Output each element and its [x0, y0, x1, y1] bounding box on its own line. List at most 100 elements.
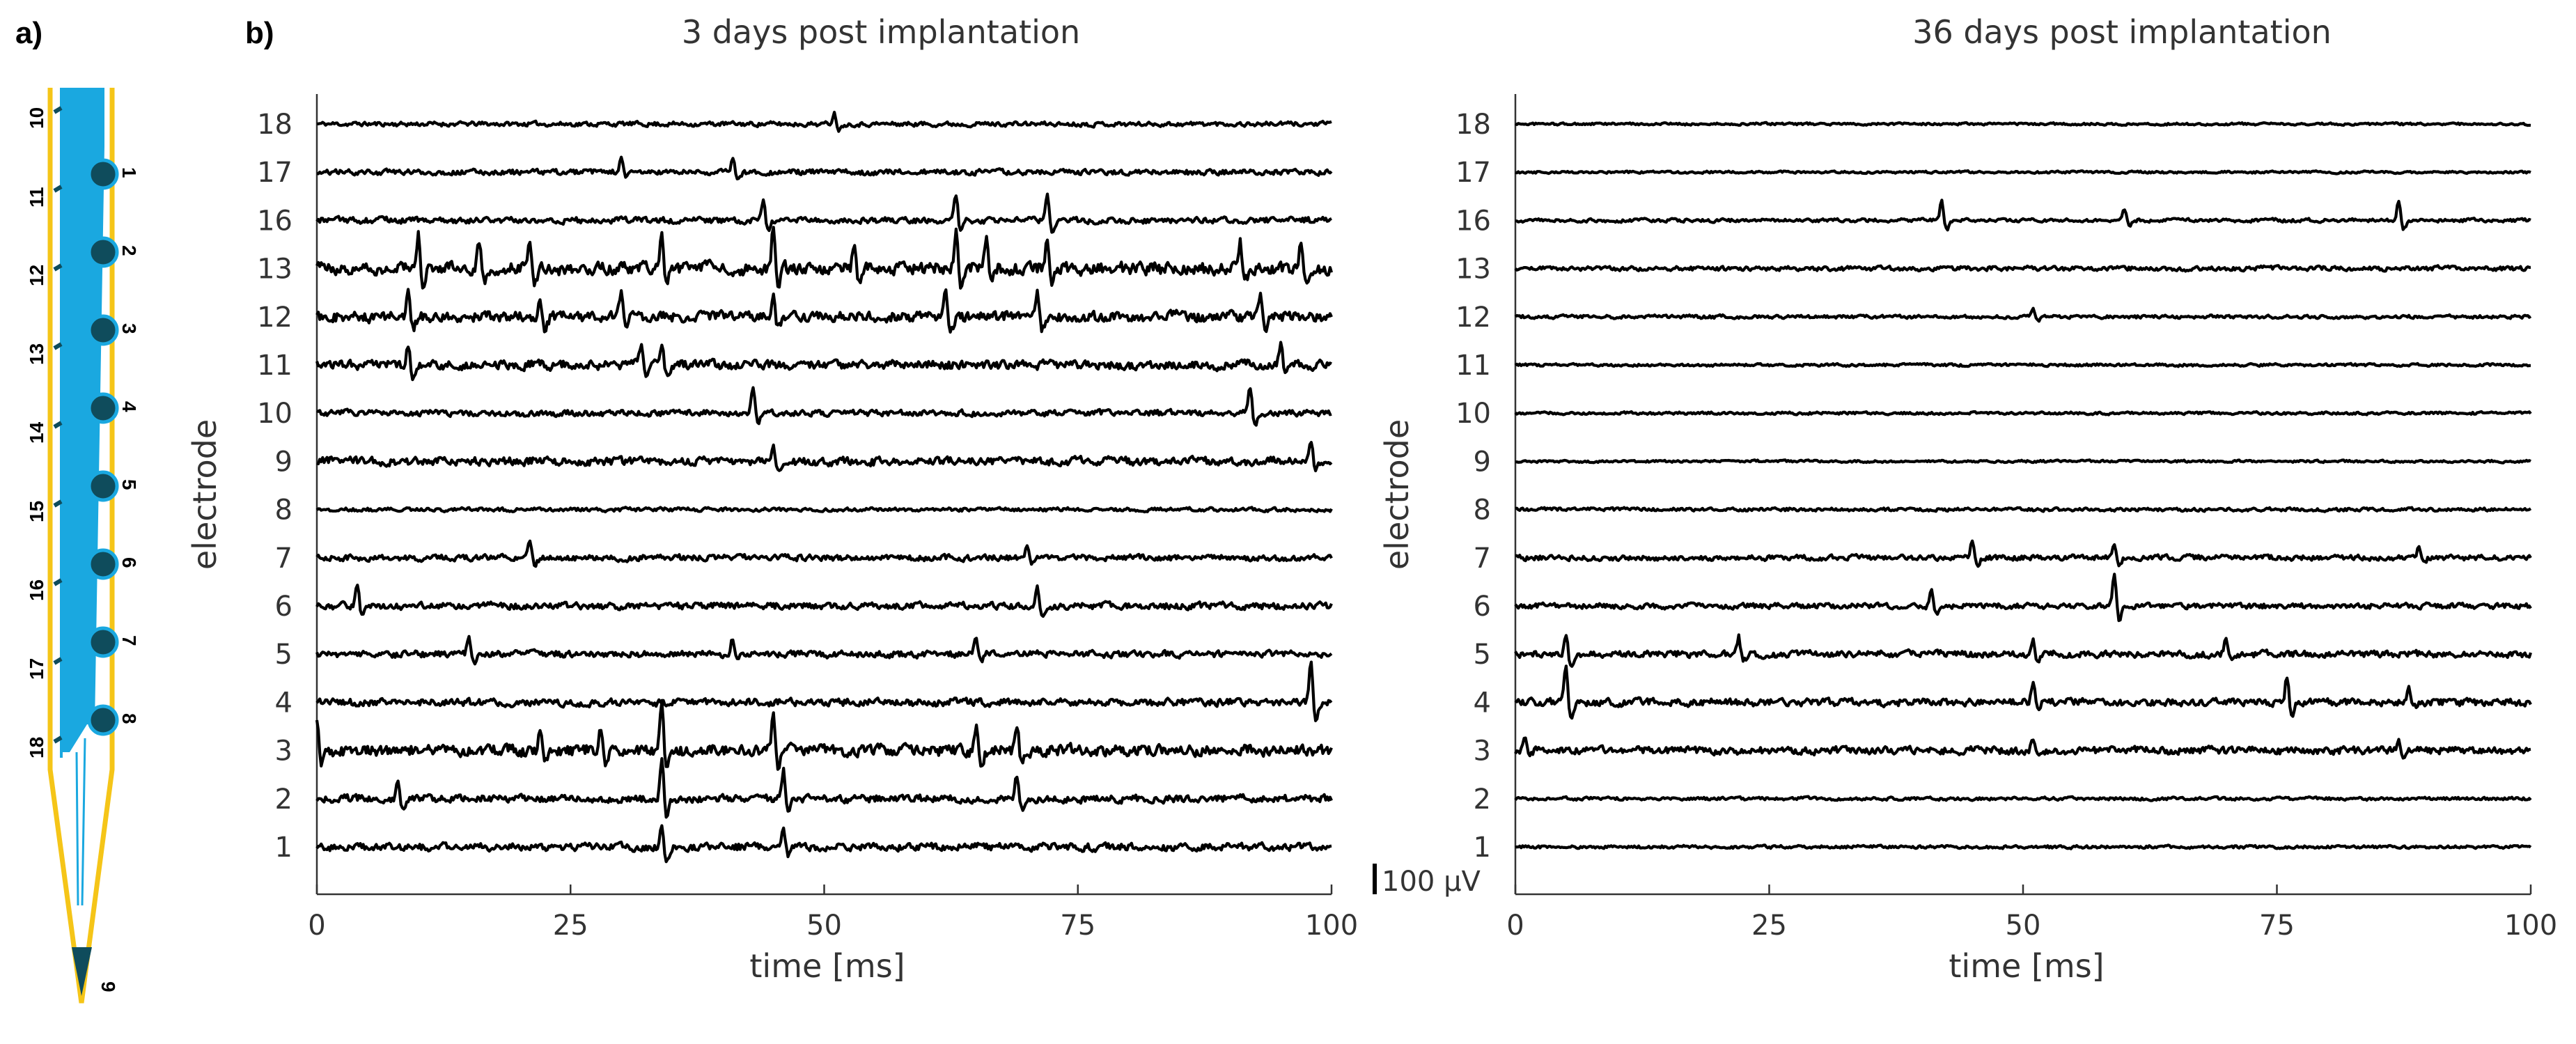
probe-label-5: 5 — [118, 479, 140, 490]
probe-electrode-7 — [87, 626, 119, 658]
probe-label-1: 1 — [118, 167, 140, 178]
electrode-label-13: 13 — [257, 254, 292, 286]
trace-electrode-11 — [315, 341, 1332, 382]
electrode-label-12: 12 — [1455, 302, 1491, 334]
y-axis-label-3-days: electrode — [186, 419, 224, 570]
x-tick-label-100: 100 — [2504, 910, 2557, 942]
electrode-label-11: 11 — [257, 350, 292, 382]
electrode-label-1: 1 — [275, 832, 292, 864]
probe-label-10: 10 — [26, 107, 47, 129]
probe-label-13: 13 — [26, 343, 47, 365]
trace-electrode-3 — [315, 700, 1333, 771]
trace-electrode-3 — [1514, 736, 2531, 760]
probe-label-8: 8 — [118, 713, 140, 724]
x-ticks-36-days: 0 25 50 75 100 — [1506, 885, 2557, 942]
probe-electrode-4 — [87, 392, 119, 424]
left-electrodes — [53, 106, 63, 744]
trace-electrode-2 — [315, 757, 1333, 819]
trace-electrode-4 — [1514, 664, 2532, 720]
x-tick-label-0: 0 — [308, 910, 325, 942]
electrode-label-3: 3 — [275, 735, 292, 768]
x-axis-label-3-days: time [ms] — [749, 947, 905, 985]
trace-electrode-17 — [1515, 169, 2531, 176]
trace-electrode-9 — [1515, 458, 2531, 465]
trace-electrode-11 — [1514, 361, 2531, 368]
probe-electrode-15 — [53, 499, 63, 508]
probe-electrode-18 — [53, 735, 63, 744]
trace-electrode-4 — [315, 660, 1333, 722]
trace-electrode-1 — [1515, 843, 2532, 850]
trace-electrode-16 — [1515, 198, 2531, 232]
probe-electrode-12 — [53, 263, 63, 272]
electrode-label-7: 7 — [275, 543, 292, 575]
tip-track — [75, 738, 86, 906]
traces-3-days — [315, 111, 1334, 864]
probe-label-4: 4 — [118, 401, 140, 412]
probe-electrode-17 — [53, 657, 63, 665]
x-tick-label-50: 50 — [2006, 910, 2041, 942]
x-tick-label-100: 100 — [1305, 910, 1358, 942]
panel-a-label: a) — [15, 16, 42, 50]
trace-electrode-6 — [315, 584, 1333, 618]
x-tick-label-25: 25 — [553, 910, 588, 942]
probe-electrode-16 — [53, 578, 63, 586]
probe-label-16: 16 — [26, 579, 47, 601]
electrode-label-1: 1 — [1474, 832, 1491, 864]
traces-36-days — [1514, 120, 2532, 850]
probe-electrode-5 — [87, 470, 119, 502]
electrode-label-13: 13 — [1455, 254, 1491, 286]
electrode-label-4: 4 — [1474, 687, 1491, 719]
probe-electrode-2 — [87, 236, 119, 268]
x-tick-label-75: 75 — [2259, 910, 2295, 942]
electrode-label-8: 8 — [275, 494, 292, 527]
x-tick-label-50: 50 — [806, 910, 842, 942]
trace-electrode-13 — [1514, 264, 2531, 273]
trace-electrode-10 — [316, 386, 1332, 427]
probe-electrode-3 — [87, 314, 119, 346]
y-axis-label-36-days: electrode — [1378, 419, 1416, 570]
probe-label-6: 6 — [118, 557, 140, 568]
panel-b-label: b) — [245, 16, 274, 50]
electrode-label-16: 16 — [1455, 205, 1491, 237]
probe-label-tip: 9 — [97, 981, 119, 992]
x-tick-label-75: 75 — [1060, 910, 1095, 942]
electrode-label-10: 10 — [1455, 398, 1491, 430]
trace-electrode-9 — [316, 441, 1333, 473]
trace-electrode-18 — [316, 111, 1332, 133]
trace-electrode-7 — [315, 539, 1333, 568]
electrode-label-10: 10 — [257, 398, 292, 430]
trace-electrode-8 — [1515, 506, 2532, 513]
probe-label-18: 18 — [26, 737, 47, 758]
electrode-label-7: 7 — [1474, 543, 1491, 575]
scale-bar: 100 µV — [1373, 864, 1481, 898]
probe-label-3: 3 — [118, 323, 140, 334]
electrode-label-11: 11 — [1455, 350, 1491, 382]
probe-label-2: 2 — [118, 245, 140, 256]
electrode-labels-36-days: 18 17 16 13 12 11 10 9 8 7 6 5 4 3 2 1 — [1455, 109, 1491, 864]
probe-label-14: 14 — [26, 421, 47, 444]
probe-electrode-13 — [53, 342, 63, 350]
x-axis-label-36-days: time [ms] — [1949, 947, 2104, 985]
trace-electrode-16 — [315, 192, 1332, 234]
trace-electrode-1 — [315, 824, 1332, 864]
electrode-label-9: 9 — [1474, 446, 1491, 478]
trace-electrode-5 — [1514, 633, 2532, 668]
trace-electrode-12 — [1514, 306, 2532, 323]
x-ticks-3-days: 0 25 50 75 100 — [308, 885, 1358, 942]
probe-label-11: 11 — [26, 187, 47, 208]
probe-label-12: 12 — [26, 265, 47, 286]
electrode-label-9: 9 — [275, 446, 292, 478]
scale-bar-label: 100 µV — [1382, 866, 1481, 898]
trace-electrode-8 — [315, 506, 1333, 514]
trace-electrode-12 — [315, 288, 1333, 334]
electrode-label-6: 6 — [1474, 591, 1491, 623]
plot-36-days: 36 days post implantation electrode time… — [1378, 13, 2557, 985]
electrode-label-4: 4 — [275, 687, 292, 719]
probe-label-17: 17 — [26, 658, 47, 680]
trace-electrode-7 — [1515, 539, 2532, 568]
trace-electrode-2 — [1514, 795, 2532, 802]
probe-electrode-14 — [53, 421, 63, 429]
probe-electrode-6 — [87, 548, 119, 580]
